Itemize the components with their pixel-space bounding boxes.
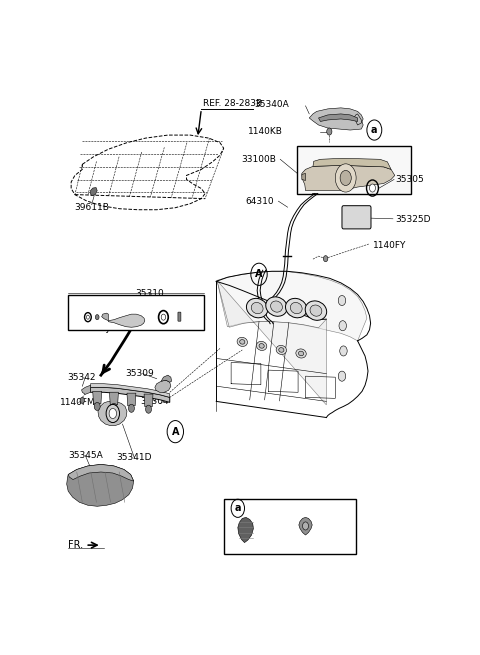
Polygon shape xyxy=(238,517,253,542)
Polygon shape xyxy=(155,380,171,392)
Text: 35312J: 35312J xyxy=(78,324,109,333)
Polygon shape xyxy=(313,159,391,170)
Polygon shape xyxy=(67,464,133,506)
FancyBboxPatch shape xyxy=(224,499,356,553)
Circle shape xyxy=(335,164,356,192)
Text: REF. 28-283B: REF. 28-283B xyxy=(203,99,263,108)
Ellipse shape xyxy=(276,345,287,354)
Polygon shape xyxy=(108,314,145,328)
Polygon shape xyxy=(302,174,305,181)
Circle shape xyxy=(145,405,152,413)
Polygon shape xyxy=(217,271,367,341)
Text: 35341D: 35341D xyxy=(117,453,152,462)
Ellipse shape xyxy=(305,301,327,320)
Ellipse shape xyxy=(290,303,302,314)
Text: 35305: 35305 xyxy=(395,175,423,184)
Text: 13396: 13396 xyxy=(317,504,346,513)
Circle shape xyxy=(340,170,351,185)
Circle shape xyxy=(109,409,117,419)
Text: 1140FY: 1140FY xyxy=(372,240,406,250)
Polygon shape xyxy=(319,114,358,121)
Text: 35342: 35342 xyxy=(67,373,96,382)
Polygon shape xyxy=(161,375,172,383)
Text: 39611B: 39611B xyxy=(74,202,109,212)
FancyBboxPatch shape xyxy=(297,145,411,194)
Polygon shape xyxy=(93,391,102,404)
Text: 35340A: 35340A xyxy=(254,100,289,109)
Polygon shape xyxy=(299,517,312,535)
Circle shape xyxy=(86,315,89,319)
Circle shape xyxy=(370,184,375,192)
Ellipse shape xyxy=(256,341,267,350)
Circle shape xyxy=(327,128,332,135)
Text: 1140FM: 1140FM xyxy=(60,398,96,407)
FancyBboxPatch shape xyxy=(342,206,371,229)
Text: A: A xyxy=(255,269,263,279)
Text: 33100B: 33100B xyxy=(241,155,276,164)
Circle shape xyxy=(338,295,346,305)
Ellipse shape xyxy=(251,303,263,314)
Text: A: A xyxy=(171,426,179,437)
Text: a: a xyxy=(235,503,241,514)
Ellipse shape xyxy=(259,344,264,348)
Polygon shape xyxy=(144,394,153,407)
Circle shape xyxy=(340,346,347,356)
Circle shape xyxy=(302,522,309,530)
Ellipse shape xyxy=(240,339,245,344)
Text: 31337F: 31337F xyxy=(247,504,281,513)
Text: 33815E: 33815E xyxy=(151,303,185,312)
Polygon shape xyxy=(91,384,170,398)
Polygon shape xyxy=(98,402,127,426)
Text: 35310: 35310 xyxy=(135,290,164,299)
Ellipse shape xyxy=(286,299,307,318)
Ellipse shape xyxy=(246,299,268,318)
Ellipse shape xyxy=(296,349,306,358)
Text: 35304: 35304 xyxy=(141,397,169,406)
Polygon shape xyxy=(302,165,395,191)
Text: a: a xyxy=(371,125,378,135)
FancyBboxPatch shape xyxy=(178,312,181,321)
Text: 64310: 64310 xyxy=(245,196,274,206)
Text: 35309: 35309 xyxy=(126,369,155,378)
FancyBboxPatch shape xyxy=(68,295,204,329)
Circle shape xyxy=(94,402,100,411)
Ellipse shape xyxy=(266,297,287,316)
Polygon shape xyxy=(109,392,119,405)
Text: 35325D: 35325D xyxy=(395,215,430,224)
Circle shape xyxy=(338,371,346,381)
Polygon shape xyxy=(217,280,326,405)
Polygon shape xyxy=(82,385,91,394)
Circle shape xyxy=(161,314,166,320)
Polygon shape xyxy=(91,387,170,402)
Ellipse shape xyxy=(310,305,322,316)
Ellipse shape xyxy=(271,301,282,312)
Polygon shape xyxy=(127,393,136,405)
Text: 35345A: 35345A xyxy=(68,451,103,460)
Text: 1140KB: 1140KB xyxy=(248,127,283,136)
Ellipse shape xyxy=(299,351,304,356)
Ellipse shape xyxy=(279,348,284,352)
Text: 35312H: 35312H xyxy=(150,324,186,333)
Text: FR.: FR. xyxy=(68,540,84,550)
Circle shape xyxy=(80,398,84,403)
Circle shape xyxy=(106,404,120,422)
Circle shape xyxy=(324,255,328,262)
Circle shape xyxy=(96,314,99,320)
Polygon shape xyxy=(68,464,133,481)
Polygon shape xyxy=(309,108,363,130)
Text: 35312A: 35312A xyxy=(69,303,103,312)
Ellipse shape xyxy=(237,337,248,346)
Polygon shape xyxy=(102,313,108,321)
Circle shape xyxy=(339,321,347,331)
Polygon shape xyxy=(91,187,97,196)
Circle shape xyxy=(111,403,117,411)
Circle shape xyxy=(129,404,134,412)
